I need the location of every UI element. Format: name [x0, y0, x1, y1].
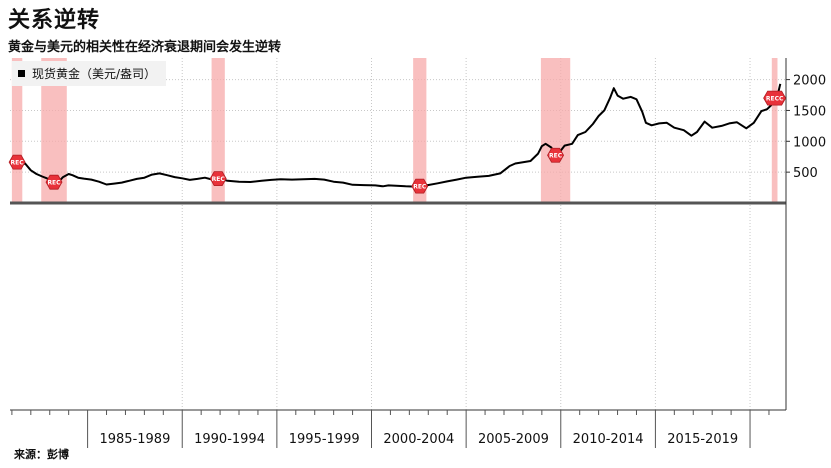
chart-legend: 现货黄金（美元/盎司）	[12, 61, 167, 86]
legend-swatch	[18, 70, 25, 77]
recession-band	[211, 58, 225, 203]
x-tick-label: 2005-2009	[478, 432, 549, 447]
recession-marker-label: REC	[549, 153, 563, 160]
recession-marker-label: REC	[413, 184, 427, 191]
chart-subtitle: 黄金与美元的相关性在经济衰退期间会发生逆转	[8, 40, 282, 55]
y-tick-label: 1000	[793, 135, 826, 150]
y-tick-label: 2000	[793, 74, 826, 89]
recession-marker	[45, 174, 63, 190]
legend-label: 现货黄金（美元/盎司）	[32, 67, 157, 81]
y-tick-label: 500	[793, 166, 818, 181]
recession-marker-label: REC	[11, 160, 25, 167]
source-note: 来源：彭博	[14, 448, 69, 461]
recession-marker-label: REC	[212, 176, 226, 183]
recession-band	[540, 58, 571, 203]
x-tick-label: 2010-2014	[573, 432, 644, 447]
x-tick-label: 2000-2004	[383, 432, 454, 447]
recession-band	[11, 58, 23, 203]
recession-band	[771, 58, 778, 203]
recession-marker	[547, 147, 565, 163]
recession-marker-label: REC	[47, 180, 61, 187]
x-tick-label: 1995-1999	[289, 432, 360, 447]
y-tick-label: 1500	[793, 104, 826, 119]
recession-band	[413, 58, 427, 203]
x-tick-label: 2015-2019	[667, 432, 738, 447]
recession-markers: REC REC REC REC REC RECC	[8, 90, 787, 194]
recession-marker-label: RECC	[766, 96, 784, 103]
x-tick-label: 1990-1994	[194, 432, 265, 447]
recession-bands	[11, 58, 778, 203]
recession-marker	[209, 171, 227, 187]
axis-layer: 1985-1989 1990-1994 1995-1999 2000-2004 2005…	[10, 58, 826, 448]
recession-marker	[8, 154, 26, 170]
series-layer	[11, 83, 782, 188]
recession-marker	[411, 178, 429, 194]
x-tick-label: 1985-1989	[99, 432, 170, 447]
grid-layer	[10, 58, 786, 410]
series-line-gold-spot	[11, 83, 782, 188]
chart-title: 关系逆转	[8, 7, 101, 33]
recession-marker	[763, 90, 787, 106]
